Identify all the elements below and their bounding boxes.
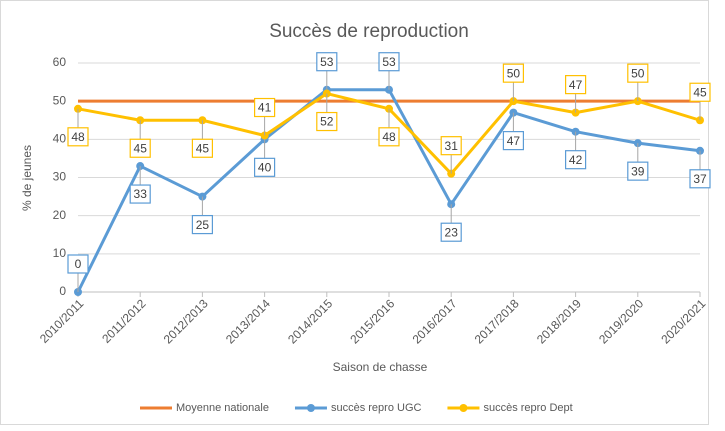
- legend-marker: [459, 404, 468, 412]
- data-label-box: [440, 136, 462, 156]
- data-label-box: [689, 82, 711, 102]
- data-label-box: [689, 169, 711, 189]
- y-tick-label: 20: [53, 208, 67, 222]
- data-label: 50: [507, 66, 521, 80]
- data-label-box: [627, 63, 649, 83]
- data-label: 45: [134, 141, 148, 155]
- data-label: 25: [196, 218, 210, 232]
- data-label: 52: [320, 115, 334, 129]
- legend-item: succès repro Dept: [447, 402, 573, 414]
- data-label: 41: [258, 101, 272, 115]
- data-label-box: [191, 138, 213, 158]
- legend-item: succès repro UGC: [294, 402, 422, 414]
- y-tick-label: 60: [53, 55, 67, 69]
- data-label-box: [254, 157, 276, 177]
- data-label: 0: [75, 257, 82, 271]
- data-label: 48: [71, 130, 85, 144]
- legend-label: succès repro UGC: [331, 402, 422, 414]
- data-label: 47: [507, 134, 521, 148]
- data-label-box: [378, 127, 400, 147]
- data-label-box: [627, 161, 649, 181]
- data-label-box: [254, 97, 276, 118]
- data-label-box: [316, 111, 338, 132]
- legend-label: Moyenne nationale: [176, 402, 269, 414]
- data-label: 47: [569, 78, 583, 92]
- data-label: 23: [445, 225, 459, 239]
- y-tick-label: 30: [53, 170, 67, 184]
- data-label: 33: [134, 187, 148, 201]
- data-label: 42: [569, 153, 583, 167]
- y-tick-label: 0: [59, 284, 66, 298]
- data-label-box: [316, 52, 338, 72]
- data-label: 53: [320, 55, 334, 69]
- data-label: 39: [631, 164, 645, 178]
- data-label: 48: [382, 130, 396, 144]
- legend-item: Moyenne nationale: [140, 402, 269, 414]
- y-axis-label: % de jeunes: [20, 145, 34, 211]
- x-axis-label: Saison de chasse: [333, 360, 428, 374]
- data-label-box: [564, 75, 587, 95]
- legend-label: succès repro Dept: [483, 402, 572, 414]
- data-label: 40: [258, 161, 272, 175]
- data-label-box: [378, 52, 400, 72]
- data-label-box: [67, 127, 89, 147]
- data-label-box: [129, 184, 151, 204]
- data-label-box: [564, 150, 587, 170]
- y-tick-label: 40: [53, 132, 67, 146]
- data-label-box: [440, 222, 462, 242]
- data-label-box: [191, 214, 213, 235]
- data-label: 53: [382, 55, 396, 69]
- data-label: 37: [693, 172, 707, 186]
- legend-marker: [306, 404, 315, 412]
- chart-title: Succès de reproduction: [269, 21, 469, 42]
- y-tick-label: 50: [53, 93, 67, 107]
- data-label-box: [67, 254, 89, 274]
- data-label-box: [502, 63, 524, 83]
- data-label-box: [129, 138, 151, 158]
- data-label-box: [502, 131, 524, 151]
- data-label: 45: [196, 141, 210, 155]
- y-tick-label: 10: [53, 246, 67, 260]
- data-label: 50: [631, 66, 645, 80]
- data-label: 31: [445, 139, 459, 153]
- data-label: 45: [693, 85, 707, 99]
